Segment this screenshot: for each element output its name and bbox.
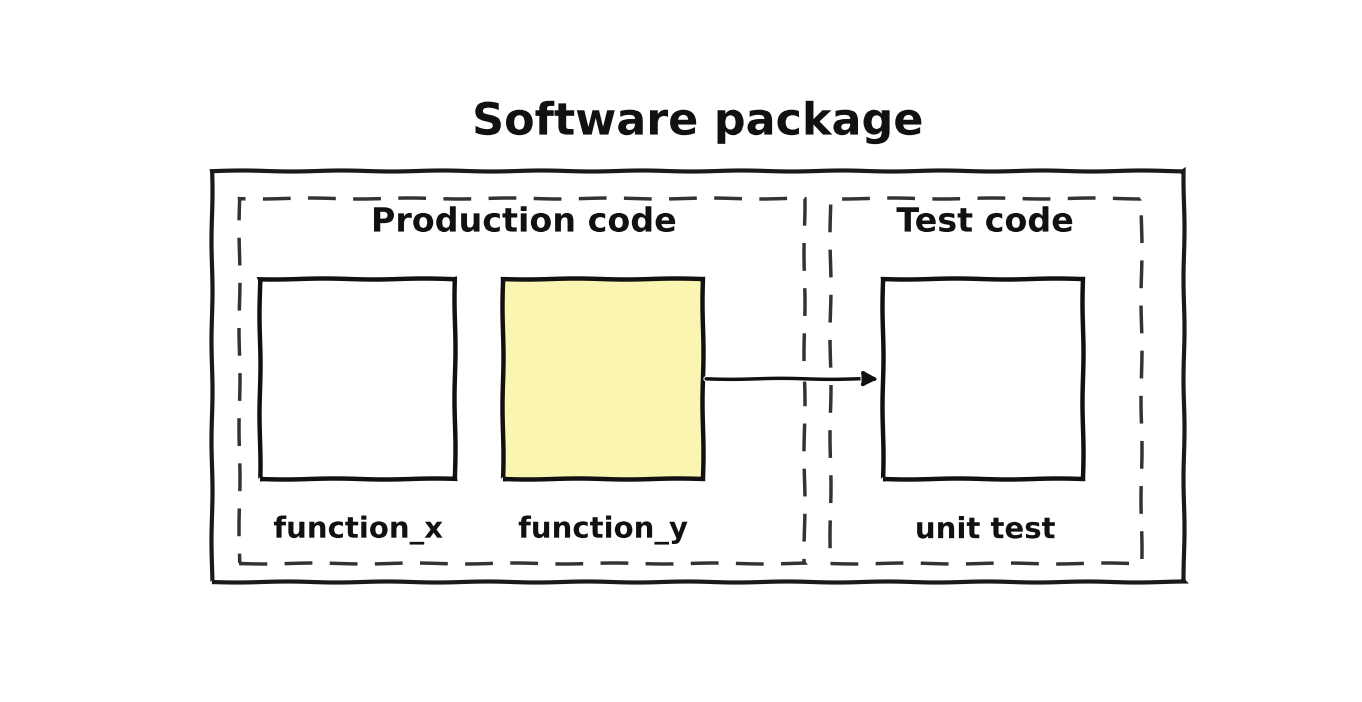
Text: function_y: function_y bbox=[518, 516, 688, 545]
Bar bbox=[503, 279, 703, 479]
Text: unit test: unit test bbox=[915, 516, 1056, 544]
Text: Test code: Test code bbox=[896, 206, 1073, 239]
Text: Software package: Software package bbox=[473, 100, 923, 144]
Bar bbox=[260, 279, 455, 479]
Text: Production code: Production code bbox=[370, 206, 677, 239]
Bar bbox=[883, 279, 1083, 479]
Text: function_x: function_x bbox=[274, 516, 443, 545]
Bar bbox=[829, 198, 1141, 562]
Bar bbox=[238, 198, 804, 562]
Bar bbox=[212, 171, 1184, 581]
